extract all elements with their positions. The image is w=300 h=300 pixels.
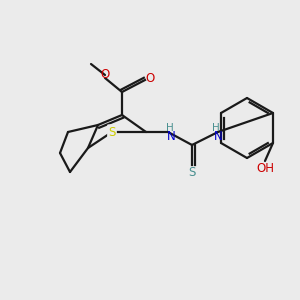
Text: OH: OH <box>256 163 274 176</box>
Text: N: N <box>214 130 222 142</box>
Text: O: O <box>146 73 154 85</box>
Text: O: O <box>100 68 109 82</box>
Text: S: S <box>188 166 196 178</box>
Text: H: H <box>166 123 174 133</box>
Text: S: S <box>108 125 116 139</box>
Text: H: H <box>212 123 220 133</box>
Text: N: N <box>167 130 176 142</box>
